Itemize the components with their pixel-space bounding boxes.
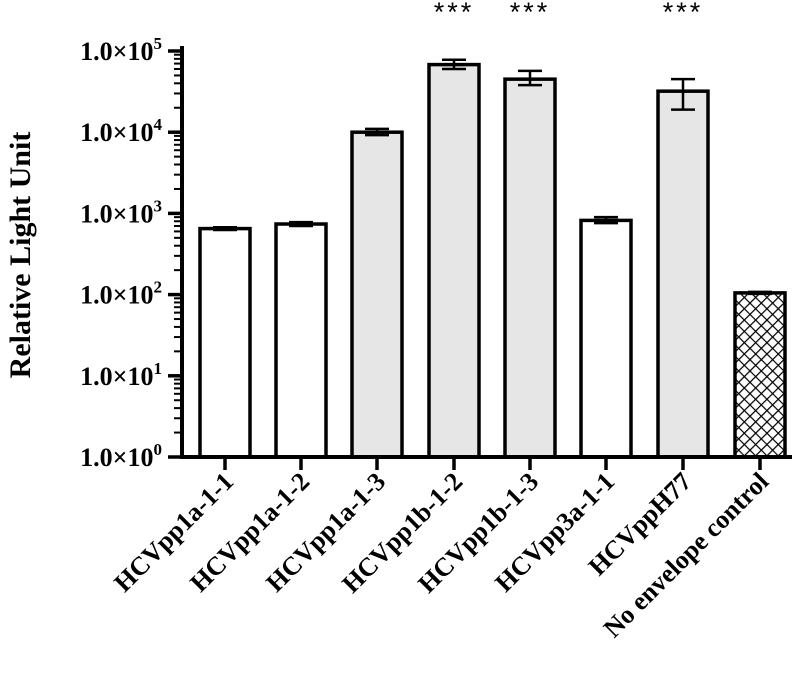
bar	[733, 291, 787, 459]
significance-label: ***	[663, 0, 704, 27]
bar	[656, 89, 710, 459]
error-bar	[671, 77, 695, 111]
y-tick-label: 1.0×103	[80, 196, 162, 228]
y-tick-label: 1.0×102	[80, 278, 162, 310]
y-tick-label: 1.0×100	[80, 440, 162, 472]
bar	[503, 77, 557, 459]
error-bar	[289, 220, 313, 228]
error-bar	[518, 69, 542, 87]
significance-label: ***	[434, 0, 475, 27]
significance-label: ***	[510, 0, 551, 27]
error-bars	[213, 58, 772, 296]
bar	[274, 222, 328, 459]
bar	[427, 62, 481, 459]
error-bar	[442, 58, 466, 71]
y-axis-ticks	[168, 49, 182, 459]
y-tick-label: 1.0×101	[80, 359, 162, 391]
y-axis-title: Relative Light Unit	[4, 132, 37, 379]
x-axis-ticks	[223, 457, 762, 470]
bar	[579, 218, 633, 459]
x-axis-tick-labels: HCVpp1a-1-1HCVpp1a-1-2HCVpp1a-1-3HCVpp1b…	[108, 467, 774, 643]
bar	[350, 130, 404, 459]
error-bar	[365, 127, 389, 137]
error-bar	[594, 215, 618, 225]
significance-markers: *** *** ***	[434, 0, 704, 27]
error-bar	[748, 290, 772, 296]
y-axis-tick-labels: 1.0×100 1.0×101 1.0×102 1.0×103 1.0×104 1.0×1…	[80, 34, 162, 472]
bar	[198, 226, 252, 459]
error-bar	[213, 226, 237, 232]
y-tick-label: 1.0×105	[80, 34, 162, 66]
y-tick-label: 1.0×104	[80, 115, 162, 147]
bars	[198, 62, 787, 459]
